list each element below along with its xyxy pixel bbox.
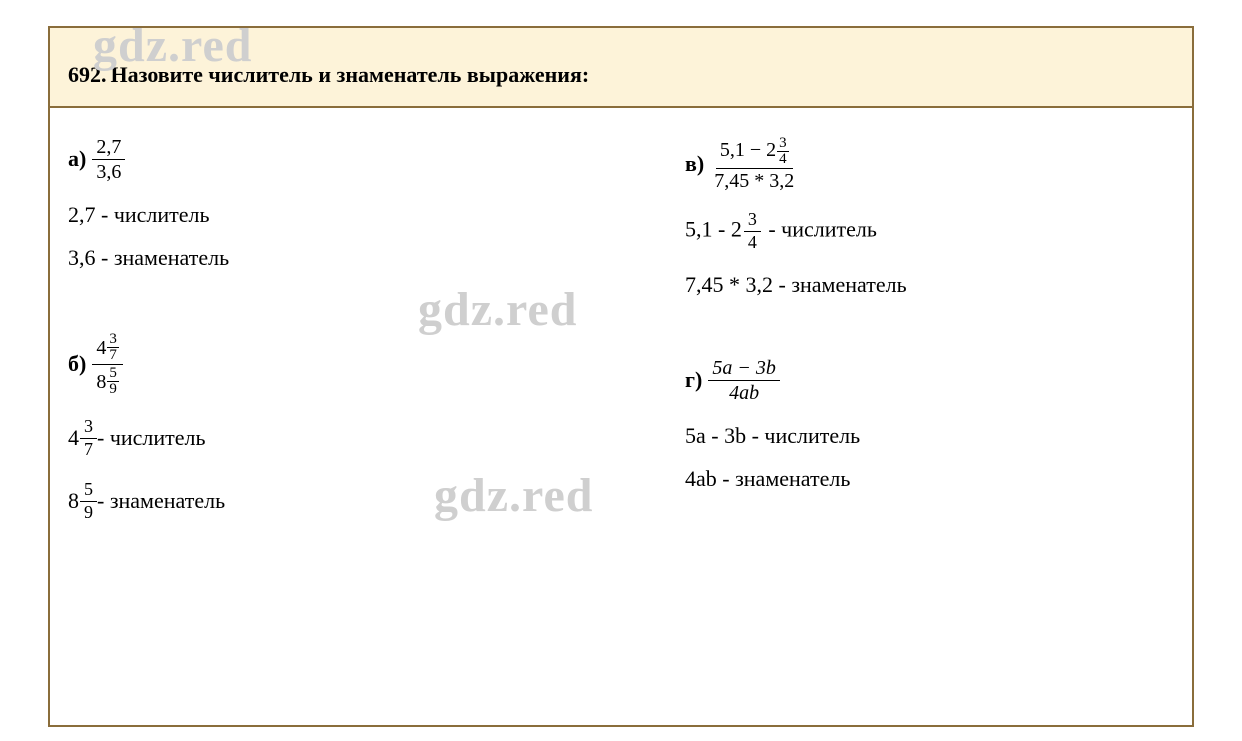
left-column: а) 2,7 3,6 2,7 - числитель 3,6 - знамена…	[68, 136, 625, 552]
answer-g-num: 5a - 3b - числитель	[685, 422, 1182, 451]
label-b: б)	[68, 350, 86, 379]
expression-v: в) 5,1 − 234 7,45 * 3,2	[685, 136, 1182, 192]
expression-g: г) 5a − 3b 4ab	[685, 357, 1182, 404]
fraction-a: 2,7 3,6	[92, 136, 125, 183]
fraction-v: 5,1 − 234 7,45 * 3,2	[710, 136, 798, 192]
fraction-g: 5a − 3b 4ab	[708, 357, 780, 404]
frac-v-den: 7,45 * 3,2	[710, 169, 798, 192]
problem-number: 692.	[68, 62, 107, 87]
label-a: а)	[68, 145, 86, 174]
problem-b: б) 437 859 437- числитель 859- знаменате…	[68, 332, 625, 522]
frac-b-num: 437	[92, 332, 123, 365]
problem-frame: 692. Назовите числитель и знаменатель вы…	[48, 26, 1194, 727]
answer-b-den: 859- знаменатель	[68, 480, 625, 523]
label-v: в)	[685, 150, 704, 179]
frac-a-den: 3,6	[92, 160, 125, 183]
frac-a-num: 2,7	[92, 136, 125, 160]
problem-a: а) 2,7 3,6 2,7 - числитель 3,6 - знамена…	[68, 136, 625, 272]
problem-g: г) 5a − 3b 4ab 5a - 3b - числитель 4ab -…	[685, 357, 1182, 493]
answer-a-num: 2,7 - числитель	[68, 201, 625, 230]
problem-header: 692. Назовите числитель и знаменатель вы…	[50, 28, 1192, 108]
fraction-b: 437 859	[92, 332, 123, 397]
answer-g-den: 4ab - знаменатель	[685, 465, 1182, 494]
problem-title: Назовите числитель и знаменатель выражен…	[111, 62, 590, 87]
answer-b-num: 437- числитель	[68, 417, 625, 460]
problem-v: в) 5,1 − 234 7,45 * 3,2 5,1 - 234 - числ…	[685, 136, 1182, 299]
label-g: г)	[685, 366, 702, 395]
frac-g-den: 4ab	[725, 381, 763, 404]
expression-a: а) 2,7 3,6	[68, 136, 625, 183]
frac-v-num: 5,1 − 234	[716, 136, 793, 169]
answer-v-num: 5,1 - 234 - числитель	[685, 210, 1182, 253]
right-column: в) 5,1 − 234 7,45 * 3,2 5,1 - 234 - числ…	[625, 136, 1182, 552]
answer-a-den: 3,6 - знаменатель	[68, 244, 625, 273]
frac-g-num: 5a − 3b	[708, 357, 780, 381]
answer-v-den: 7,45 * 3,2 - знаменатель	[685, 271, 1182, 300]
frac-b-den: 859	[92, 365, 123, 397]
expression-b: б) 437 859	[68, 332, 625, 397]
problem-body: а) 2,7 3,6 2,7 - числитель 3,6 - знамена…	[50, 108, 1192, 562]
